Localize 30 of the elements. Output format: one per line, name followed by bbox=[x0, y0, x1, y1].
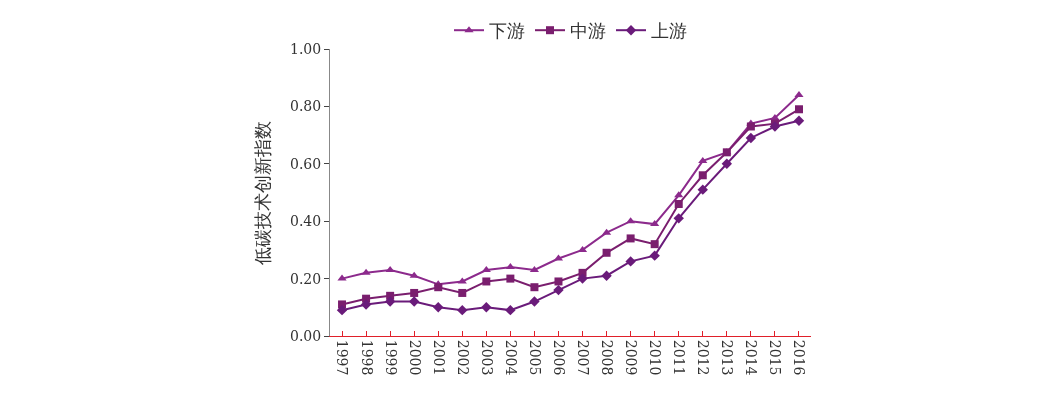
x-tick-label: 1997 bbox=[334, 339, 351, 376]
y-tick-label: 0.00 bbox=[290, 327, 322, 344]
x-tick-label: 2010 bbox=[647, 339, 664, 376]
x-tick-label: 2007 bbox=[574, 339, 591, 376]
x-tick-label: 2003 bbox=[478, 339, 495, 376]
x-tick-label: 2006 bbox=[550, 339, 567, 376]
x-tick-label: 2016 bbox=[791, 339, 808, 376]
legend-label: 下游 bbox=[489, 20, 525, 42]
x-tick-label: 2014 bbox=[743, 339, 760, 376]
x-tick-label: 1999 bbox=[382, 339, 399, 376]
x-tick-label: 2013 bbox=[719, 339, 736, 376]
x-tick-label: 1998 bbox=[358, 339, 375, 376]
x-tick-label: 2011 bbox=[671, 339, 688, 376]
y-tick-label: 1.00 bbox=[290, 40, 322, 57]
legend-label: 上游 bbox=[651, 20, 687, 42]
y-tick-label: 0.60 bbox=[290, 155, 322, 172]
x-tick-label: 2012 bbox=[695, 339, 712, 376]
x-tick-label: 2004 bbox=[502, 339, 519, 376]
y-tick-label: 0.20 bbox=[290, 270, 322, 287]
x-tick-label: 2009 bbox=[623, 339, 640, 376]
y-axis-title: 低碳技术创新指数 bbox=[252, 120, 274, 265]
x-tick-label: 2002 bbox=[454, 339, 471, 376]
x-tick-label: 2015 bbox=[767, 339, 784, 376]
y-tick-label: 0.40 bbox=[290, 213, 322, 230]
x-tick-label: 2001 bbox=[430, 339, 447, 376]
legend-label: 中游 bbox=[570, 20, 606, 42]
x-tick-label: 2008 bbox=[599, 339, 616, 376]
y-tick-label: 0.80 bbox=[290, 98, 322, 115]
x-tick-label: 2000 bbox=[406, 339, 423, 376]
x-tick-label: 2005 bbox=[526, 339, 543, 376]
